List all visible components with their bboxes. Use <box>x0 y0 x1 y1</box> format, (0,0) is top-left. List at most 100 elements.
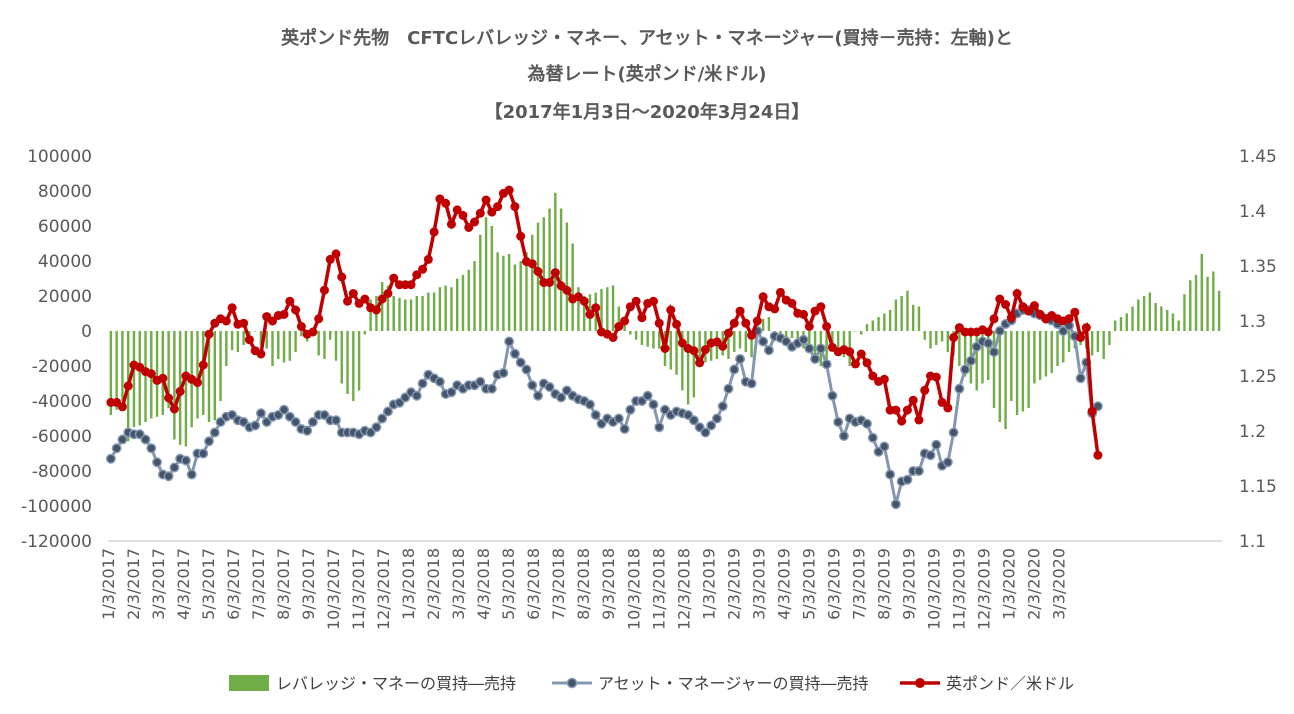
asset-manager-point <box>486 383 497 394</box>
asset-manager-point <box>417 378 428 389</box>
leveraged-money-bar <box>219 331 222 401</box>
gbp-usd-point <box>695 358 705 368</box>
leveraged-money-bar <box>392 296 395 331</box>
leveraged-money-bar <box>1102 331 1105 359</box>
gbp-usd-point <box>937 397 947 407</box>
leveraged-money-bar <box>513 264 517 331</box>
leveraged-money-bar <box>963 331 967 377</box>
leveraged-money-bar <box>1200 254 1204 331</box>
gbp-usd-point <box>487 207 497 217</box>
leveraged-money-bar <box>1114 320 1117 331</box>
leveraged-money-bar <box>421 296 424 331</box>
leveraged-money-bar <box>531 234 534 331</box>
asset-manager-point <box>256 408 266 419</box>
leveraged-money-bar <box>242 331 245 345</box>
asset-manager-point <box>533 390 543 401</box>
asset-manager-point <box>763 345 774 356</box>
gbp-usd-point <box>475 208 485 218</box>
leveraged-money-bar <box>883 313 886 331</box>
asset-manager-point <box>111 443 122 454</box>
leveraged-money-bar <box>415 296 419 331</box>
y-left-tick-label: 100000 <box>27 147 92 167</box>
x-tick-label: 2/3/2019 <box>724 548 743 620</box>
chart-title-line-1: 英ポンド先物 CFTCレバレッジ・マネー、アセット・マネージャー(買持－売持：左… <box>281 28 1013 49</box>
asset-manager-point <box>169 462 180 473</box>
leveraged-money-bar <box>398 297 401 331</box>
leveraged-money-bar <box>1015 331 1019 415</box>
y-right-tick-label: 1.25 <box>1239 367 1277 387</box>
leveraged-money-bar <box>860 331 863 335</box>
leveraged-money-bar <box>1148 292 1152 331</box>
asset-manager-point <box>654 422 665 433</box>
leveraged-money-bar <box>259 331 263 345</box>
gbp-usd-point <box>389 273 399 283</box>
y-left-tick-label: -100000 <box>21 497 92 517</box>
gbp-usd-point <box>123 381 133 391</box>
y-left-tick-label: -20000 <box>32 357 92 377</box>
asset-manager-point <box>180 455 191 466</box>
gbp-usd-point <box>1064 314 1074 324</box>
gbp-usd-point <box>192 378 202 388</box>
gbp-usd-point <box>464 223 474 232</box>
y-right-tick-label: 1.4 <box>1239 202 1266 222</box>
asset-manager-point <box>619 424 630 434</box>
leveraged-money-bar <box>346 331 349 394</box>
gbp-usd-point <box>620 316 630 326</box>
asset-manager-point <box>758 336 769 347</box>
asset-manager-point <box>498 368 509 378</box>
leveraged-money-bar <box>548 208 551 331</box>
leveraged-money-bar <box>542 217 545 331</box>
asset-manager-point <box>960 364 971 375</box>
leveraged-money-bar <box>253 331 257 332</box>
gbp-usd-point <box>146 369 156 379</box>
leveraged-money-bar <box>1033 331 1036 384</box>
gbp-usd-point <box>943 403 953 413</box>
leveraged-money-bar <box>611 285 615 331</box>
x-tick-label: 7/3/2017 <box>249 548 268 620</box>
asset-manager-point <box>152 457 163 468</box>
leveraged-money-bar <box>265 331 268 349</box>
leveraged-money-bar <box>502 255 505 331</box>
leveraged-money-bar <box>409 299 413 331</box>
asset-manager-point <box>914 466 924 476</box>
gbp-usd-point <box>117 402 127 412</box>
gbp-usd-point <box>614 322 624 331</box>
x-tick-label: 9/3/2018 <box>599 548 618 620</box>
leveraged-money-bar <box>282 331 286 363</box>
asset-manager-point <box>250 420 261 431</box>
gbp-usd-point <box>337 272 347 282</box>
asset-manager-point <box>642 390 653 401</box>
gbp-usd-point <box>775 287 785 297</box>
gbp-usd-point <box>1029 301 1039 311</box>
gbp-usd-point <box>319 285 329 295</box>
leveraged-money-bar <box>473 261 476 331</box>
leveraged-money-bar <box>577 287 580 331</box>
asset-manager-point <box>902 474 913 485</box>
x-tick-label: 12/3/2019 <box>974 548 993 630</box>
asset-manager-point <box>198 448 209 459</box>
y-right-tick-label: 1.3 <box>1239 312 1266 332</box>
leveraged-money-bar <box>496 252 499 331</box>
legend-swatch-asset-marker <box>566 677 578 689</box>
asset-manager-point <box>994 326 1005 336</box>
gbp-usd-point <box>198 360 208 370</box>
gbp-usd-point <box>591 303 601 313</box>
gbp-usd-point <box>244 335 254 345</box>
leveraged-money-bar <box>161 331 165 415</box>
x-tick-label: 3/3/2019 <box>749 548 768 620</box>
asset-manager-point <box>700 427 711 438</box>
leveraged-money-bar <box>831 331 834 349</box>
gbp-usd-point <box>1076 333 1086 342</box>
y-left-tick-label: 0 <box>81 322 92 342</box>
asset-manager-point <box>735 354 745 364</box>
asset-manager-point <box>371 422 382 433</box>
leveraged-money-bar <box>1096 331 1100 352</box>
x-tick-label: 5/3/2017 <box>199 548 218 620</box>
leveraged-money-bar <box>911 304 915 331</box>
asset-manager-point <box>1092 401 1103 412</box>
asset-manager-point <box>290 417 301 427</box>
asset-manager-point <box>989 347 999 357</box>
leveraged-money-bar <box>825 331 828 363</box>
